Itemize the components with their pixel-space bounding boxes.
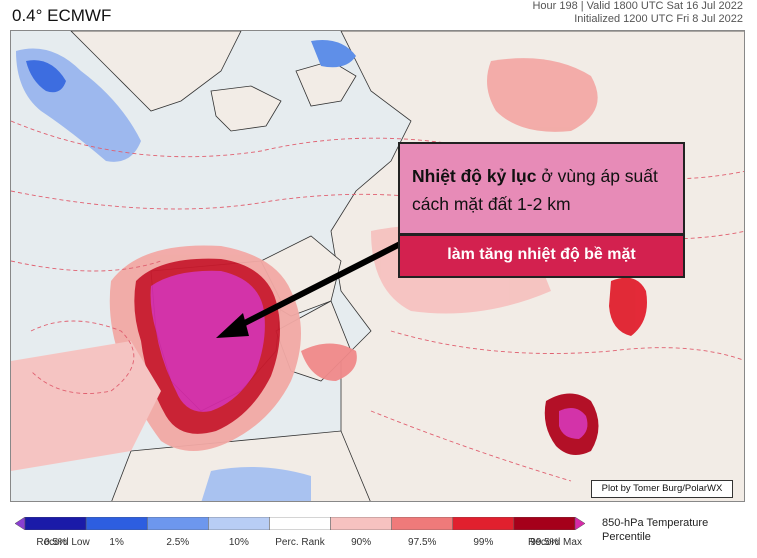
colorbar-tick-label: 90% — [351, 537, 372, 548]
model-label: 0.4° ECMWF — [12, 6, 112, 25]
colorbar — [15, 517, 585, 530]
record-temperature-callout: Nhiệt độ kỷ lục ở vùng áp suất cách mặt … — [398, 142, 685, 235]
colorbar-swatch — [146, 517, 209, 530]
plot-credit: Plot by Tomer Burg/PolarWX — [591, 480, 733, 498]
colorbar-tick-label: Perc. Rank — [275, 537, 325, 548]
init-time: Initialized 1200 UTC Fri 8 Jul 2022 — [574, 12, 743, 25]
run-info: Hour 198 | Valid 1800 UTC Sat 16 Jul 202… — [532, 0, 743, 25]
colorbar-swatch — [574, 517, 585, 530]
colorbar-tick-label: 10% — [228, 537, 249, 548]
cold-anomaly — [16, 40, 356, 501]
valid-time: Hour 198 | Valid 1800 UTC Sat 16 Jul 202… — [532, 0, 743, 12]
colorbar-tick-label: 1% — [109, 537, 124, 548]
colorbar-title-line2: Percentile — [602, 531, 651, 543]
callout-bold: Nhiệt độ kỷ lục — [412, 166, 537, 186]
colorbar-tick-label: Record Low — [36, 537, 90, 548]
colorbar-swatch — [513, 517, 576, 530]
colorbar-swatch — [452, 517, 515, 530]
colorbar-tick-label: 2.5% — [166, 537, 190, 548]
warm-anomaly — [11, 58, 647, 471]
surface-heating-callout: làm tăng nhiệt độ bề mặt — [398, 234, 685, 278]
colorbar-swatch — [85, 517, 148, 530]
colorbar-swatch — [208, 517, 270, 530]
colorbar-title-line1: 850-hPa Temperature — [602, 517, 709, 529]
colorbar-tick-label: 99.5% — [530, 537, 559, 548]
colorbar-title: 850-hPa Temperature Percentile — [602, 516, 708, 544]
colorbar-swatch — [269, 517, 331, 530]
colorbar-swatch — [330, 517, 392, 530]
colorbar-tick-label: 0.5% — [44, 537, 67, 548]
colorbar-tick-label: 97.5% — [408, 537, 437, 548]
colorbar-tick-label: 99% — [473, 537, 494, 548]
colorbar-tick-label: Record Max — [528, 537, 582, 548]
callout-rest: ở vùng áp suất cách mặt đất 1-2 km — [412, 166, 658, 214]
colorbar-swatch — [15, 517, 26, 530]
sub-callout-text: làm tăng nhiệt độ bề mặt — [447, 246, 636, 263]
arrow — [216, 238, 408, 338]
colorbar-swatch — [24, 517, 87, 530]
colorbar-swatch — [391, 517, 454, 530]
